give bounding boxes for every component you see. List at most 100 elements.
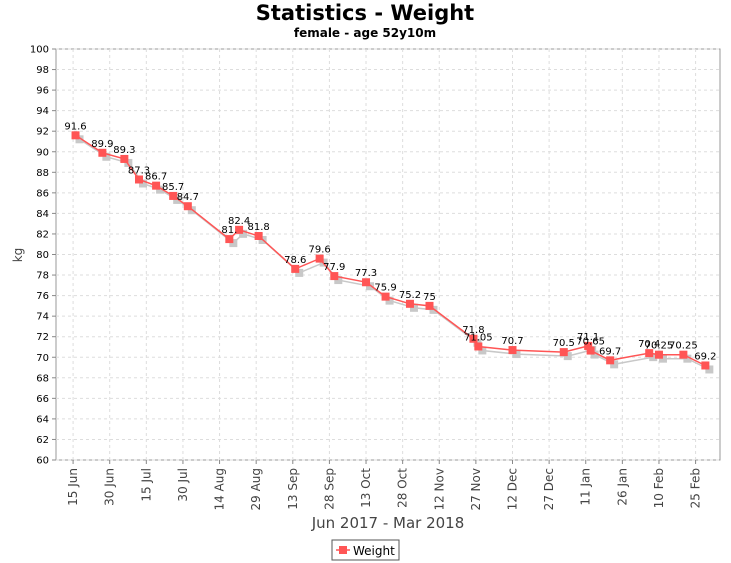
x-tick-label: 29 Aug [249, 468, 263, 511]
data-label: 75.9 [374, 283, 396, 294]
x-tick-label: 26 Jan [615, 468, 629, 506]
x-tick-label: 15 Jul [139, 468, 153, 502]
data-point [584, 341, 593, 350]
data-point [120, 154, 129, 163]
data-label: 69.7 [599, 346, 621, 357]
y-tick-label: 70 [36, 353, 49, 364]
data-label: 89.9 [91, 139, 113, 150]
data-label: 77.9 [323, 262, 345, 273]
x-tick-label: 30 Jul [176, 468, 190, 502]
y-tick-label: 82 [36, 229, 49, 240]
data-point [254, 232, 263, 241]
data-label: 79.6 [309, 245, 331, 256]
data-point [405, 299, 414, 308]
data-label: 86.7 [145, 172, 167, 183]
y-tick-label: 88 [36, 168, 49, 179]
data-point [183, 202, 192, 211]
y-tick-label: 100 [30, 45, 49, 56]
chart-subtitle: female - age 52y10m [294, 26, 436, 40]
y-axis-label: kg [11, 248, 25, 263]
data-point [606, 356, 615, 365]
data-label: 78.6 [284, 255, 306, 266]
data-label: 87.3 [128, 165, 150, 176]
chart-title: Statistics - Weight [256, 1, 474, 25]
y-tick-label: 74 [36, 312, 49, 323]
x-tick-label: 28 Oct [396, 468, 410, 508]
y-tick-label: 80 [36, 250, 49, 261]
x-tick-label: 13 Sep [286, 468, 300, 510]
series-line-shadow [79, 138, 710, 371]
data-point [586, 346, 595, 355]
data-point [701, 361, 710, 370]
data-label: 81. [221, 225, 237, 236]
y-tick-label: 94 [36, 106, 49, 117]
data-label: 70.7 [501, 336, 523, 347]
data-point [315, 254, 324, 263]
data-point [645, 349, 654, 358]
y-tick-label: 72 [36, 332, 49, 343]
legend: Weight [331, 539, 400, 561]
data-point [679, 350, 688, 359]
x-tick-label: 12 Nov [432, 468, 446, 511]
data-point [291, 264, 300, 273]
data-point [425, 301, 434, 310]
y-tick-label: 96 [36, 86, 49, 97]
data-label: 75 [423, 292, 436, 303]
data-label: 71.8 [462, 325, 484, 336]
data-label: 91.6 [64, 121, 86, 132]
data-label: 82.4 [228, 216, 250, 227]
grid-lines [56, 48, 720, 461]
data-labels: 91.6 89.989.3 87.386.785.784.7 81.82.481.8 7… [64, 121, 716, 362]
x-tick-label: 12 Dec [506, 468, 520, 510]
data-point [508, 346, 517, 355]
y-tick-label: 66 [36, 394, 49, 405]
data-label: 71.1 [577, 332, 599, 343]
y-tick-label: 78 [36, 271, 49, 282]
y-tick-label: 98 [36, 65, 49, 76]
y-tick-label: 76 [36, 291, 49, 302]
data-point [474, 342, 483, 351]
y-tick-label: 62 [36, 435, 49, 446]
legend-box [331, 539, 400, 561]
data-point [559, 348, 568, 357]
x-tick-label: 14 Aug [213, 468, 227, 511]
data-point [235, 225, 244, 234]
y-tick-label: 68 [36, 373, 49, 384]
data-label: 70.5 [553, 338, 575, 349]
data-point [152, 181, 161, 190]
legend-marker-icon [339, 546, 347, 554]
data-point [330, 272, 339, 281]
x-tick-label: 13 Oct [359, 468, 373, 508]
x-tick-label: 28 Sep [322, 468, 336, 510]
data-label: 69.2 [694, 351, 716, 362]
data-label: 70.65 [576, 337, 605, 348]
x-tick-label: 11 Jan [579, 468, 593, 506]
data-point [654, 350, 663, 359]
x-tick-label: 25 Feb [689, 468, 703, 508]
y-tick-label: 92 [36, 127, 49, 138]
data-point [469, 334, 478, 343]
data-label: 75.2 [399, 290, 421, 301]
data-point [225, 235, 234, 244]
x-axis-ticks: 15 Jun 30 Jun 15 Jul 30 Jul 14 Aug 29 Aug 13 S… [66, 460, 703, 511]
x-tick-label: 27 Dec [542, 468, 556, 510]
y-tick-label: 84 [36, 209, 49, 220]
x-axis-label: Jun 2017 - Mar 2018 [311, 514, 465, 532]
x-tick-label: 27 Nov [469, 468, 483, 511]
data-point [169, 191, 178, 200]
data-label: 70.25 [645, 341, 674, 352]
data-point [135, 175, 143, 184]
x-tick-label: 30 Jun [103, 468, 117, 506]
data-point [98, 148, 107, 157]
y-axis-ticks: 60 62 64 66 68 70 72 74 76 78 80 82 84 86 88 90 92 94 96 98… [30, 45, 56, 467]
data-label: 71.05 [464, 332, 493, 343]
data-label: 81.8 [247, 222, 269, 233]
data-label: 77.3 [355, 268, 377, 279]
data-point [381, 292, 390, 301]
data-label: 89.3 [113, 145, 135, 156]
y-tick-label: 90 [36, 147, 49, 158]
x-tick-label: 15 Jun [66, 468, 80, 506]
data-point [362, 278, 371, 287]
data-label: 70.4 [638, 339, 660, 350]
data-label: 84.7 [177, 192, 199, 203]
